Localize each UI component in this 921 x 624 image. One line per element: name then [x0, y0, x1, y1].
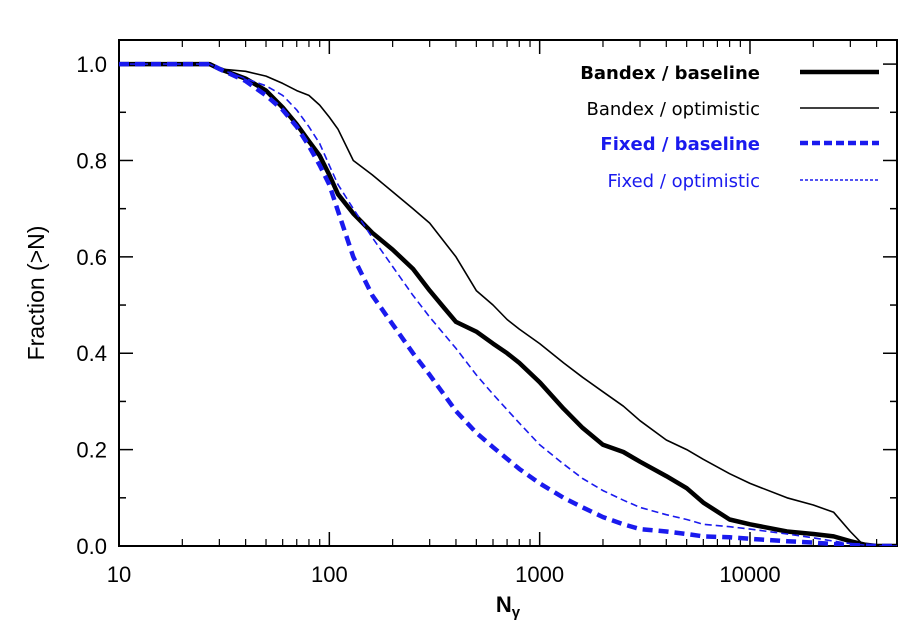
y-tick-label: 0.2: [76, 438, 107, 463]
series-line-bandex-optimistic: [119, 63, 897, 546]
x-axis-title-main: N: [496, 592, 512, 617]
series-line-fixed-baseline: [119, 61, 897, 546]
x-tick-label: 10: [107, 562, 131, 587]
x-tick-label: 100: [311, 562, 348, 587]
y-tick-label: 0.6: [76, 245, 107, 270]
y-tick-label: 0.4: [76, 341, 107, 366]
x-tick-label: 10000: [719, 562, 780, 587]
series-line-bandex-baseline: [119, 61, 897, 546]
y-tick-labels: 0.0 0.2 0.4 0.6 0.8 1.0: [76, 52, 107, 559]
legend-label: Fixed / optimistic: [607, 171, 760, 192]
legend: Bandex / baseline Bandex / optimistic Fixe…: [580, 63, 879, 192]
axis-ticks: [118, 40, 898, 547]
plot-frame: [118, 39, 898, 547]
legend-label: Bandex / baseline: [580, 63, 760, 84]
legend-label: Bandex / optimistic: [587, 99, 761, 120]
y-tick-label: 0.0: [76, 534, 107, 559]
x-axis-title-subscript: γ: [512, 604, 521, 621]
x-axis-title: Nγ: [496, 592, 521, 621]
y-axis-title: Fraction (>N): [23, 226, 49, 361]
x-tick-labels: 10 100 1000 10000: [107, 562, 781, 587]
x-tick-label: 1000: [515, 562, 564, 587]
series-line-fixed-optimistic: [119, 63, 897, 546]
legend-label: Fixed / baseline: [600, 134, 760, 155]
series-layer: [119, 61, 897, 546]
y-tick-label: 1.0: [76, 52, 107, 77]
y-tick-label: 0.8: [76, 148, 107, 173]
